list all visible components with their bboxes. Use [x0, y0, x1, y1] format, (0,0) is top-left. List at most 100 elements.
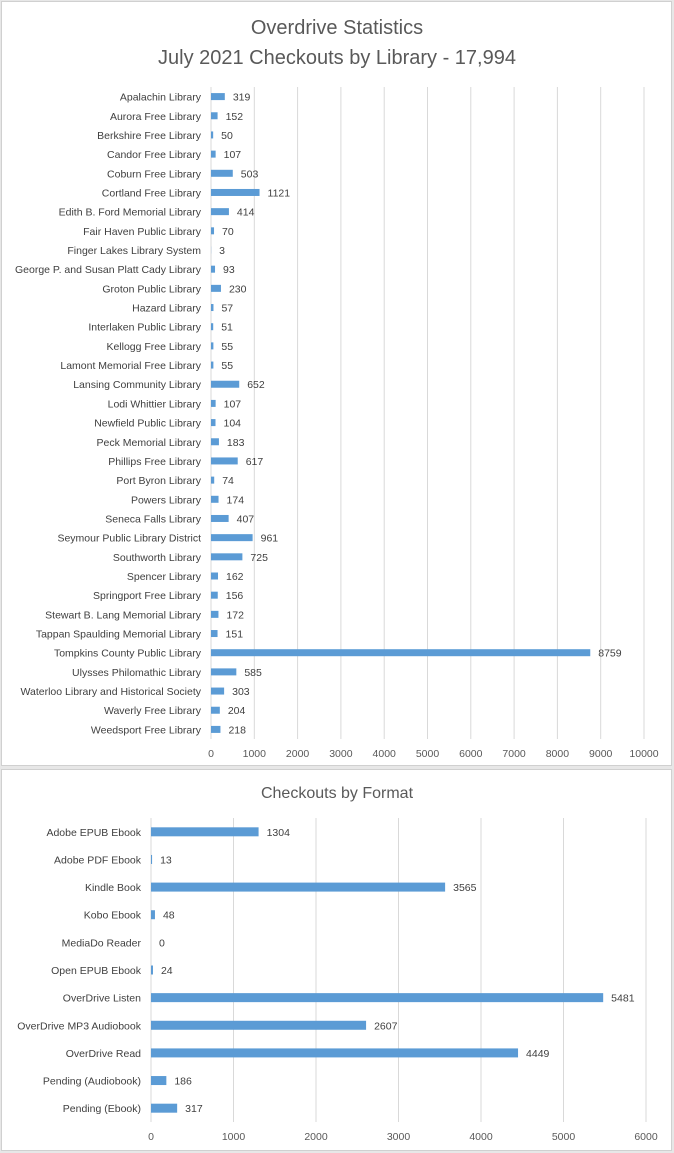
category-label: Peck Memorial Library: [97, 437, 202, 449]
data-label: 319: [233, 92, 251, 104]
chart-panel-formats: Checkouts by Format 0 1000 2000 3000 4000 500…: [1, 769, 672, 1151]
data-label: 51: [221, 322, 233, 334]
category-label: Kellogg Free Library: [106, 341, 201, 353]
category-label: Interlaken Public Library: [88, 322, 201, 334]
data-label: 725: [250, 552, 268, 564]
bar: [211, 112, 218, 120]
bar: [211, 706, 220, 714]
category-label: Pending (Audiobook): [43, 1076, 141, 1088]
x-tick-label: 3000: [329, 748, 353, 760]
chart-formats: Checkouts by Format 0 1000 2000 3000 4000 500…: [17, 785, 658, 1143]
category-label: Edith B. Ford Memorial Library: [59, 207, 202, 219]
data-label: 55: [221, 341, 233, 353]
data-label: 3565: [453, 882, 477, 894]
category-label: Cortland Free Library: [102, 187, 202, 199]
data-label: 186: [174, 1076, 192, 1088]
data-label: 1304: [267, 827, 291, 839]
data-label: 303: [232, 686, 250, 698]
data-label: 5481: [611, 993, 635, 1005]
category-label: Tompkins County Public Library: [54, 648, 202, 660]
x-tick-label: 2000: [286, 748, 310, 760]
data-label: 93: [223, 264, 235, 276]
bar: [211, 399, 216, 407]
category-label: Spencer Library: [127, 571, 202, 583]
x-tick-label: 5000: [416, 748, 440, 760]
bar: [211, 687, 225, 695]
x-tick-label: 1000: [243, 748, 267, 760]
bar: [151, 882, 446, 892]
bar: [211, 131, 214, 139]
category-label: Powers Library: [131, 494, 202, 506]
data-label: 407: [237, 513, 255, 525]
plot-area-formats: 0 1000 2000 3000 4000 5000 6000 Adobe EPUB Eboo…: [17, 818, 658, 1143]
data-label: 48: [163, 910, 175, 922]
bar: [211, 630, 218, 638]
data-label: 503: [241, 168, 259, 180]
category-label: Fair Haven Public Library: [83, 226, 202, 238]
x-tick-label: 7000: [502, 748, 526, 760]
data-label: 204: [228, 705, 246, 717]
data-label: 172: [226, 609, 244, 621]
data-label: 13: [160, 854, 172, 866]
category-label: Kobo Ebook: [84, 910, 142, 922]
x-tick-label: 1000: [222, 1131, 246, 1143]
bar: [151, 1103, 178, 1113]
chart-title-formats: Checkouts by Format: [261, 785, 414, 802]
category-label: Open EPUB Ebook: [51, 965, 142, 977]
bar: [211, 610, 219, 618]
bar: [151, 993, 604, 1003]
category-label: Lodi Whittier Library: [108, 398, 202, 410]
category-label: Tappan Spaulding Memorial Library: [36, 629, 202, 641]
bar: [211, 668, 237, 676]
category-label: George P. and Susan Platt Cady Library: [15, 264, 202, 276]
data-label: 50: [221, 130, 233, 142]
bar: [151, 1020, 367, 1030]
category-label: OverDrive Read: [66, 1048, 141, 1060]
data-label: 104: [224, 418, 242, 430]
chart-title: Overdrive Statistics: [251, 17, 423, 39]
bar: [151, 854, 153, 864]
data-label: 617: [246, 456, 264, 468]
category-label: Newfield Public Library: [94, 418, 202, 430]
category-label: Stewart B. Lang Memorial Library: [45, 609, 202, 621]
category-label: Adobe EPUB Ebook: [46, 827, 141, 839]
data-label: 174: [227, 494, 245, 506]
bar: [211, 438, 219, 446]
data-label: 74: [222, 475, 234, 487]
category-label: MediaDo Reader: [62, 937, 142, 949]
category-label: Waverly Free Library: [104, 705, 202, 717]
bar: [211, 514, 229, 522]
bar: [211, 284, 221, 292]
category-label: Ulysses Philomathic Library: [72, 667, 202, 679]
bar: [151, 910, 155, 920]
data-label: 2607: [374, 1020, 398, 1032]
chart-subtitle: July 2021 Checkouts by Library - 17,994: [158, 47, 516, 69]
bar: [211, 649, 591, 657]
data-label: 152: [226, 111, 244, 123]
chart-libraries: Overdrive Statistics July 2021 Checkouts…: [15, 17, 659, 760]
data-label: 151: [226, 629, 244, 641]
bar: [211, 534, 253, 542]
data-label: 57: [221, 303, 233, 315]
category-label: Seymour Public Library District: [57, 533, 201, 545]
category-label: OverDrive MP3 Audiobook: [17, 1020, 141, 1032]
category-label: Finger Lakes Library System: [67, 245, 201, 257]
category-label: Groton Public Library: [102, 283, 201, 295]
bar: [211, 419, 216, 427]
category-label: OverDrive Listen: [63, 993, 141, 1005]
data-label: 55: [221, 360, 233, 372]
data-label: 107: [224, 149, 242, 161]
data-label: 652: [247, 379, 265, 391]
data-label: 414: [237, 207, 255, 219]
category-label: Lansing Community Library: [73, 379, 202, 391]
bar: [211, 476, 215, 484]
data-label: 156: [226, 590, 244, 602]
x-tick-label: 4000: [373, 748, 397, 760]
data-label: 961: [261, 533, 279, 545]
data-label: 585: [244, 667, 262, 679]
x-tick-label: 8000: [546, 748, 570, 760]
data-label: 107: [224, 398, 242, 410]
x-tick-label: 2000: [304, 1131, 328, 1143]
data-label: 162: [226, 571, 244, 583]
data-label: 3: [219, 245, 225, 257]
